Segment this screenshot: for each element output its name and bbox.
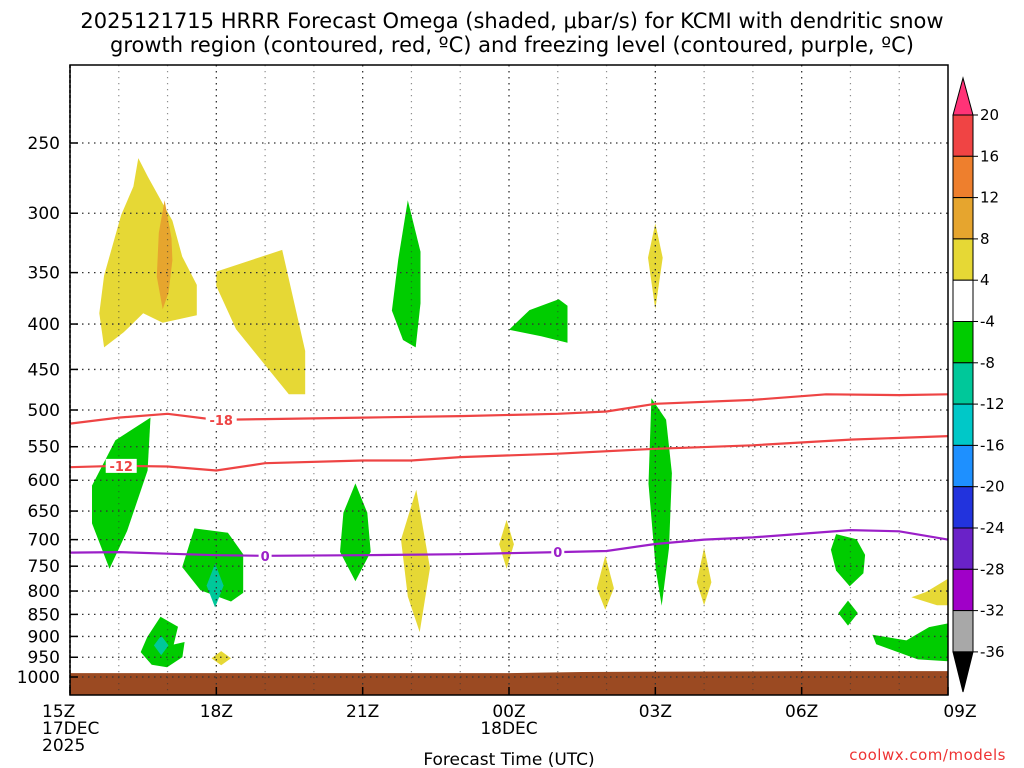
contour-line-1	[70, 435, 948, 472]
contour-label-2-1: 0	[553, 546, 562, 561]
xtick-label-9-1: 18DEC	[480, 719, 537, 739]
colorbar-label-4: 4	[980, 271, 990, 289]
chart-title-line1: 2025121715 HRRR Forecast Omega (shaded, …	[80, 9, 944, 33]
omega-region-4	[509, 299, 568, 343]
omega-region-15	[596, 555, 614, 610]
colorbar: 20 16 12 8 4 -4 -8 -12 -16 -20 -24 -28 -32 -36	[952, 76, 1005, 693]
ytick-label-700: 700	[28, 531, 60, 551]
ytick-label-900: 900	[28, 627, 60, 647]
ytick-label-1000: 1000	[17, 668, 60, 688]
ytick-label-350: 350	[28, 264, 60, 284]
colorbar-seg-2	[952, 155, 974, 199]
omega-region-16	[696, 547, 712, 606]
colorbar-label-2: 12	[980, 189, 999, 207]
omega-region-6	[92, 417, 151, 569]
ytick-label-450: 450	[28, 360, 60, 380]
contour-label-2-0: 0	[261, 550, 270, 565]
xtick-label-15-0: 06Z	[785, 702, 818, 722]
ytick-label-800: 800	[28, 582, 60, 602]
omega-region-20	[911, 578, 948, 606]
omega-region-21	[872, 623, 948, 662]
colorbar-seg-9	[952, 444, 974, 488]
plot-content: -18 -12 0 0	[70, 65, 948, 695]
colorbar-label-12: -32	[980, 602, 1005, 620]
colorbar-label-13: -36	[980, 643, 1005, 661]
colorbar-seg-4	[952, 238, 974, 281]
xtick-label-12-0: 03Z	[639, 702, 672, 722]
contour-label-bg-1-0	[105, 458, 137, 473]
colorbar-seg-12	[952, 568, 974, 612]
ytick-label-750: 750	[28, 557, 60, 577]
colorbar-seg-10	[952, 486, 974, 529]
colorbar-label-10: -24	[980, 519, 1005, 537]
colorbar-label-0: 20	[980, 106, 999, 124]
omega-region-7	[340, 483, 371, 582]
omega-region-14	[499, 519, 514, 569]
site-credit[interactable]: coolwx.com/models	[849, 746, 1006, 764]
colorbar-label-8: -16	[980, 436, 1005, 454]
axes: 2503003504004505005506006507007508008509…	[17, 64, 977, 768]
colorbar-seg-5	[952, 279, 974, 323]
colorbar-seg-6	[952, 321, 974, 364]
omega-region-0	[99, 158, 197, 348]
colorbar-seg-7	[952, 362, 974, 405]
contour-label-0-0: -18	[209, 414, 233, 429]
colorbar-seg-13	[952, 610, 974, 653]
colorbar-seg-8	[952, 403, 974, 446]
colorbar-seg-3	[952, 197, 974, 240]
chart-title-line2: growth region (contoured, red, ºC) and f…	[110, 33, 914, 57]
ytick-label-250: 250	[28, 134, 60, 154]
colorbar-seg-11	[952, 527, 974, 570]
plot-area: -18 -12 0 0	[70, 65, 948, 695]
contour-label-bg-0-0	[205, 412, 237, 427]
omega-region-13	[401, 489, 430, 633]
xtick-label-0-1: 17DEC	[42, 719, 99, 739]
colorbar-label-11: -28	[980, 560, 1005, 578]
omega-region-5	[648, 223, 663, 310]
omega-region-12	[153, 635, 169, 656]
omega-region-3	[391, 200, 421, 348]
colorbar-label-5: -4	[980, 313, 995, 331]
omega-region-2	[216, 249, 306, 395]
colorbar-seg-1	[952, 114, 974, 157]
colorbar-arrow-top	[952, 76, 974, 116]
x-axis-title: Forecast Time (UTC)	[423, 750, 594, 768]
colorbar-label-6: -8	[980, 354, 995, 372]
xtick-label-0-2: 2025	[42, 736, 85, 756]
omega-region-8	[648, 398, 672, 606]
xtick-label-3-0: 18Z	[200, 702, 233, 722]
colorbar-label-3: 8	[980, 230, 990, 248]
contour-label-bg-2-1	[551, 545, 565, 560]
omega-region-11	[206, 563, 224, 608]
ytick-label-650: 650	[28, 502, 60, 522]
colorbar-label-7: -12	[980, 395, 1005, 413]
contour-line-0	[70, 393, 948, 425]
omega-region-1	[156, 200, 173, 310]
omega-region-19	[838, 600, 858, 626]
ytick-label-950: 950	[28, 648, 60, 668]
ytick-label-850: 850	[28, 605, 60, 625]
xtick-label-18-0: 09Z	[943, 702, 976, 722]
ytick-label-300: 300	[28, 204, 60, 224]
omega-region-18	[830, 534, 866, 587]
omega-region-9	[182, 528, 244, 602]
ytick-label-500: 500	[28, 401, 60, 421]
xtick-label-0-0: 15Z	[42, 702, 75, 722]
colorbar-label-9: -20	[980, 478, 1005, 496]
xtick-label-6-0: 21Z	[346, 702, 379, 722]
colorbar-arrow-bottom	[952, 651, 974, 693]
ytick-label-550: 550	[28, 438, 60, 458]
ytick-label-600: 600	[28, 471, 60, 491]
colorbar-label-1: 16	[980, 147, 999, 165]
omega-region-17	[211, 651, 231, 666]
xtick-label-9-0: 00Z	[492, 702, 525, 722]
contour-label-1-0: -12	[109, 460, 133, 475]
contour-label-bg-2-0	[258, 548, 272, 563]
ytick-label-400: 400	[28, 315, 60, 335]
